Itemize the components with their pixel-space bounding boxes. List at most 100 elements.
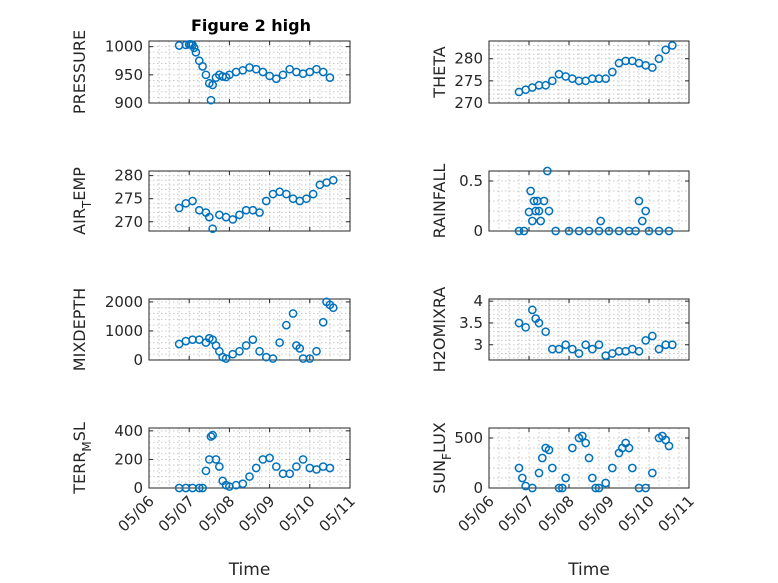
data-point [514, 463, 524, 473]
y-tick-label: 500 [454, 429, 483, 447]
data-point [312, 346, 321, 356]
data-point [574, 226, 584, 236]
data-point [547, 463, 557, 473]
data-point [539, 196, 549, 206]
data-point [577, 431, 587, 441]
data-point [527, 216, 537, 226]
data-point [328, 303, 338, 313]
x-axis-label: Time [228, 560, 271, 580]
data-point [641, 483, 651, 493]
data-point [208, 430, 217, 440]
data-point [527, 305, 537, 315]
y-axis-label: SUNFLUX [430, 422, 454, 494]
data-point [647, 468, 657, 478]
data-point [536, 216, 546, 226]
data-point [268, 354, 278, 363]
y-tick-label: 1000 [105, 38, 143, 56]
data-point [271, 462, 281, 471]
data-point [271, 74, 281, 84]
data-point [206, 95, 216, 105]
data-point [258, 67, 268, 77]
y-tick-label: 200 [114, 450, 143, 468]
axes-box [488, 298, 690, 361]
data-point [308, 189, 318, 199]
data-point [587, 344, 597, 354]
data-point [248, 335, 258, 345]
data-point [534, 206, 544, 216]
y-tick-label: 270 [454, 94, 483, 112]
data-point [534, 318, 544, 328]
data-point [584, 453, 594, 463]
x-tick-label: 05/08 [535, 492, 578, 535]
x-axis-label: Time [567, 560, 610, 580]
data-point [551, 226, 561, 236]
y-tick-label: 0.5 [459, 172, 483, 190]
y-tick-label: 3 [473, 336, 483, 354]
data-point [298, 455, 308, 464]
axes-box [488, 40, 690, 104]
data-point [537, 453, 547, 463]
data-point [285, 469, 295, 479]
data-point [514, 226, 524, 236]
data-point [235, 210, 244, 220]
subplot-rainfall: 0 0.5 RAINFALL [430, 164, 690, 240]
subplot-air-temp: 270 275 280 AIRTEMP [70, 167, 351, 235]
subplot-terr-msl: 0 200 400 TERRMSL 05/0605/0705/0805/0905/100… [70, 422, 359, 580]
data-point [664, 226, 674, 236]
data-point [318, 317, 328, 327]
data-point [519, 226, 529, 236]
data-point [567, 344, 577, 354]
data-point [581, 340, 591, 350]
y-axis-label: AIRTEMP [70, 167, 94, 235]
x-tick-label: 05/06 [115, 492, 158, 535]
data-point [587, 473, 597, 483]
y-axis-label: RAINFALL [430, 164, 449, 239]
data-point [554, 483, 564, 493]
data-point [594, 340, 604, 350]
data-point [215, 462, 224, 471]
subplot-h2omixra: 3 3.5 4 H2OMIXRA [430, 287, 690, 373]
data-point [198, 62, 207, 71]
y-axis-label: H2OMIXRA [430, 287, 449, 373]
data-point [204, 212, 214, 222]
y-axis-label: TERRMSL [70, 422, 94, 495]
data-point [624, 443, 634, 453]
data-point [238, 479, 248, 489]
data-point [584, 226, 594, 236]
x-tick-label: 05/09 [575, 492, 618, 535]
data-point [637, 216, 647, 226]
data-point [208, 224, 217, 234]
data-point [641, 206, 651, 216]
axes-box [148, 427, 351, 489]
data-point [531, 206, 541, 216]
data-point [574, 349, 584, 358]
y-tick-label: 1000 [105, 322, 143, 340]
x-tick-label: 05/10 [615, 492, 658, 535]
data-point [541, 80, 551, 90]
subplot-mixdepth: 0 1000 2000 MIXDEPTH [70, 288, 351, 371]
x-tick-label: 05/11 [316, 492, 359, 535]
y-tick-label: 950 [114, 66, 143, 84]
subplot-sun-flux: 0 500SUNFLUX05/0605/0705/0805/0905/1005/1… [430, 422, 698, 580]
data-point [211, 455, 221, 464]
data-point [601, 478, 611, 488]
axes-box [148, 170, 351, 232]
data-point [596, 216, 606, 226]
data-point [607, 67, 617, 77]
data-point [594, 226, 604, 236]
data-point [542, 166, 552, 176]
data-point [554, 344, 564, 354]
axes-box [488, 170, 690, 232]
data-point [601, 74, 611, 83]
data-point [278, 70, 288, 80]
data-point [664, 441, 674, 451]
y-tick-label: 0 [133, 351, 143, 369]
subplot-pressure: 900 950 1000 PRESSURE [70, 30, 351, 114]
data-point [581, 438, 591, 448]
y-tick-label: 0 [133, 479, 143, 497]
data-point [235, 346, 244, 356]
data-point [654, 226, 664, 236]
data-point [547, 76, 557, 86]
y-tick-label: 275 [114, 190, 143, 208]
data-point [206, 432, 216, 441]
